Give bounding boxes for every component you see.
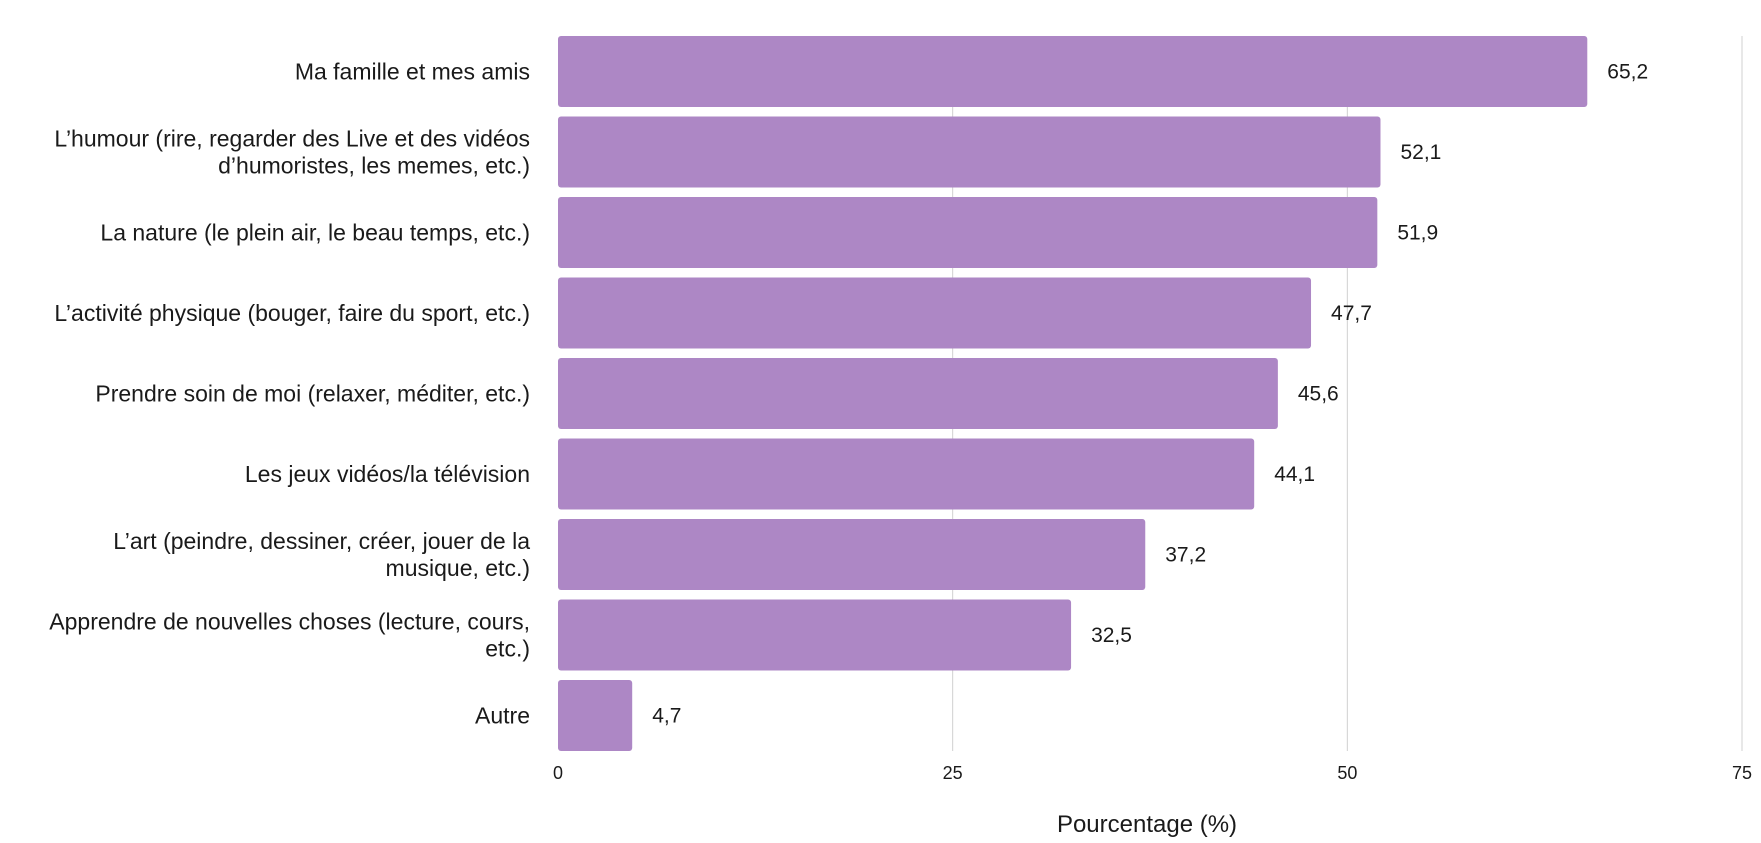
value-label: 52,1 [1400,141,1441,164]
x-axis-title: Pourcentage (%) [1057,811,1237,838]
category-label: Les jeux vidéos/la télévision [245,461,530,487]
category-label: Autre [475,703,530,729]
bar [558,680,633,751]
category-label: Apprendre de nouvelles choses (lecture, … [49,609,530,635]
x-tick-label: 75 [1732,763,1752,783]
value-label: 65,2 [1607,61,1648,84]
value-labels: 65,2 52,1 51,9 47,7 45,6 44,1 37,2 32,5 4,7 [652,61,1648,728]
value-label: 47,7 [1331,302,1372,325]
value-label: 51,9 [1397,222,1438,245]
bar [558,438,1255,510]
bar [558,599,1072,671]
bar [558,519,1146,590]
category-label: etc.) [485,636,530,662]
value-label: 4,7 [652,705,681,728]
category-label: Ma famille et mes amis [295,59,530,85]
value-label: 32,5 [1091,624,1132,647]
category-labels: Ma famille et mes amis L’humour (rire, re… [49,59,530,729]
bar [558,116,1381,188]
value-label: 44,1 [1274,463,1315,486]
x-tick-label: 0 [553,763,563,783]
bar [558,358,1278,429]
value-label: 45,6 [1298,383,1339,406]
category-label: L’humour (rire, regarder des Live et des… [54,126,530,152]
category-label: d’humoristes, les memes, etc.) [218,153,530,179]
value-label: 37,2 [1165,544,1206,567]
category-label: L’activité physique (bouger, faire du sp… [54,300,530,326]
bar [558,277,1312,349]
bar [558,36,1588,107]
bars [558,36,1588,751]
category-label: La nature (le plein air, le beau temps, … [100,220,530,246]
category-label: musique, etc.) [386,555,530,581]
x-axis-ticks: 0 25 50 75 [553,763,1752,783]
x-tick-label: 50 [1337,763,1357,783]
bar [558,197,1378,268]
category-label: L’art (peindre, dessiner, créer, jouer d… [113,528,530,554]
x-tick-label: 25 [943,763,963,783]
category-label: Prendre soin de moi (relaxer, méditer, e… [95,381,530,407]
